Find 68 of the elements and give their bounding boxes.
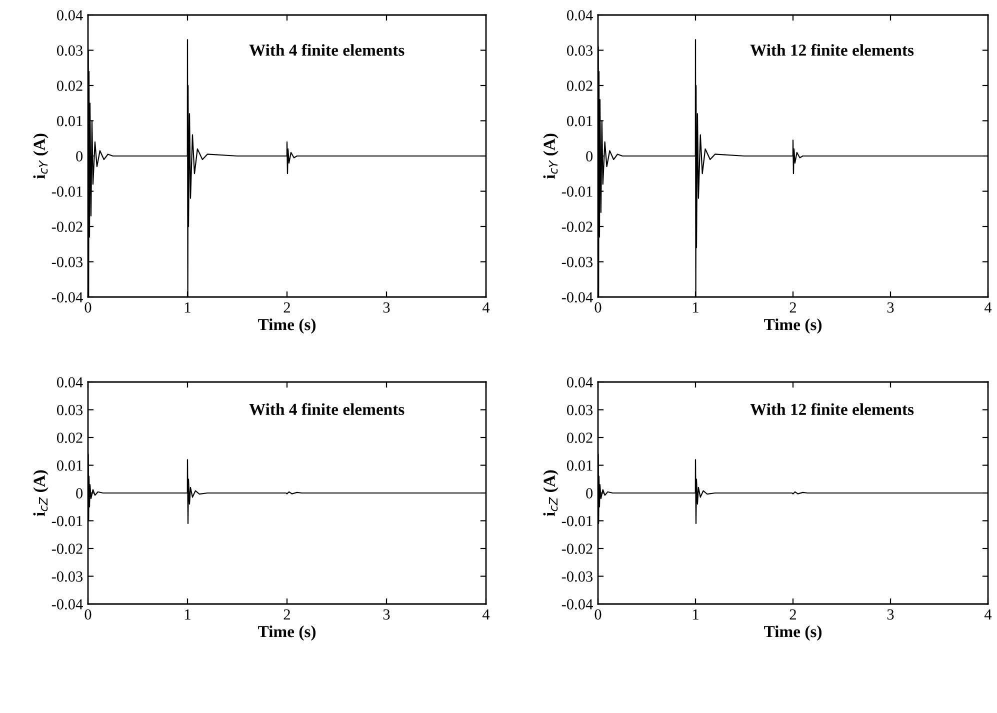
y-tick-label: -0.03 bbox=[52, 571, 83, 582]
x-tick-label: 0 bbox=[84, 609, 92, 620]
x-axis-title: Time (s) bbox=[764, 625, 822, 641]
y-axis-title: i$_{cZ}$ (A) bbox=[543, 470, 558, 516]
y-tick-label: -0.02 bbox=[52, 222, 82, 232]
y-tick-label: -0.04 bbox=[52, 292, 83, 303]
x-tick-label: 1 bbox=[185, 609, 190, 620]
x-tick-label: 2 bbox=[790, 302, 796, 312]
y-tick-label: 0.02 bbox=[566, 432, 592, 444]
annotation: With 12 finite elements bbox=[750, 403, 914, 416]
y-tick-label: 0.01 bbox=[566, 460, 592, 471]
x-tick-label: 4 bbox=[482, 302, 490, 312]
y-tick-label: 0.03 bbox=[566, 404, 593, 416]
x-axis-title: Time (s) bbox=[258, 625, 316, 641]
x-tick-label: 0 bbox=[594, 302, 602, 313]
y-tick-label: 0.02 bbox=[56, 432, 82, 444]
x-tick-label: 2 bbox=[284, 609, 290, 620]
x-axis-title: Time (s) bbox=[764, 318, 822, 334]
y-tick-label: 0.01 bbox=[56, 116, 82, 126]
y-axis-title: i$_{cZ}$ (A) bbox=[33, 470, 48, 516]
annotation: With 4 finite elements bbox=[249, 403, 404, 416]
y-tick-label: -0.04 bbox=[562, 599, 593, 610]
y-tick-label: 0 bbox=[76, 488, 83, 498]
y-tick-label: 0 bbox=[586, 488, 593, 498]
x-tick-label: 3 bbox=[383, 302, 390, 313]
y-tick-label: -0.03 bbox=[52, 256, 83, 268]
y-tick-label: 0.01 bbox=[56, 460, 82, 471]
x-tick-label: 3 bbox=[383, 609, 390, 620]
y-tick-label: -0.04 bbox=[562, 292, 593, 303]
y-tick-label: -0.02 bbox=[562, 544, 592, 554]
x-tick-label: 0 bbox=[84, 302, 92, 313]
y-axis-title: i$_{cY}$ (A) bbox=[543, 134, 558, 179]
y-tick-label: -0.02 bbox=[562, 222, 592, 232]
y-tick-label: 0.04 bbox=[566, 377, 593, 388]
y-tick-label: 0.04 bbox=[566, 10, 593, 21]
y-tick-label: 0.04 bbox=[56, 10, 83, 21]
x-tick-label: 4 bbox=[984, 302, 992, 312]
x-tick-label: 1 bbox=[693, 302, 698, 312]
x-tick-label: 1 bbox=[693, 609, 698, 620]
y-tick-label: 0.03 bbox=[56, 45, 83, 56]
x-tick-label: 0 bbox=[594, 609, 602, 620]
x-tick-label: 2 bbox=[284, 302, 290, 312]
x-tick-label: 4 bbox=[482, 609, 490, 620]
y-tick-label: -0.01 bbox=[562, 516, 592, 526]
y-tick-label: -0.01 bbox=[52, 516, 82, 526]
y-tick-label: -0.03 bbox=[562, 256, 593, 268]
y-tick-label: -0.04 bbox=[52, 599, 83, 610]
y-axis-title: i$_{cY}$ (A) bbox=[33, 134, 48, 179]
y-tick-label: 0.02 bbox=[566, 80, 592, 92]
x-tick-label: 3 bbox=[887, 609, 894, 620]
x-tick-label: 3 bbox=[887, 302, 894, 313]
x-axis-title: Time (s) bbox=[258, 318, 316, 334]
y-tick-label: -0.02 bbox=[52, 544, 82, 554]
y-tick-label: -0.01 bbox=[52, 186, 82, 197]
y-tick-label: 0.01 bbox=[566, 116, 592, 126]
y-tick-label: 0.02 bbox=[56, 80, 82, 92]
y-tick-label: 0.04 bbox=[56, 377, 83, 388]
y-tick-label: 0.03 bbox=[56, 404, 83, 416]
x-tick-label: 2 bbox=[790, 609, 796, 620]
y-tick-label: 0 bbox=[586, 151, 593, 162]
x-tick-label: 4 bbox=[984, 609, 992, 620]
y-tick-label: -0.03 bbox=[562, 571, 593, 582]
y-tick-label: -0.01 bbox=[562, 186, 592, 197]
y-tick-label: 0 bbox=[76, 151, 83, 162]
annotation: With 4 finite elements bbox=[249, 44, 404, 56]
annotation: With 12 finite elements bbox=[750, 44, 914, 56]
y-tick-label: 0.03 bbox=[566, 45, 593, 56]
x-tick-label: 1 bbox=[185, 302, 190, 312]
